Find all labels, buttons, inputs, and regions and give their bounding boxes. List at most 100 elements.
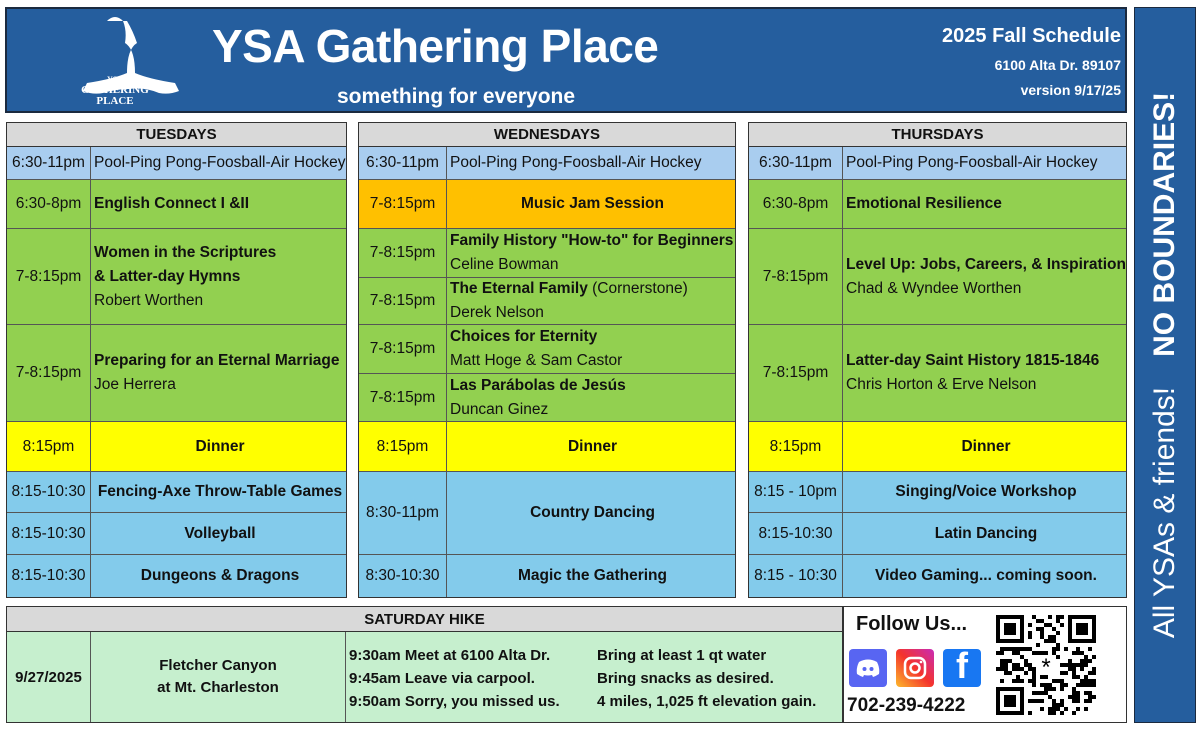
row-activity: Pool-Ping Pong-Foosball-Air Hockey xyxy=(91,147,346,179)
row-activity: Fencing-Axe Throw-Table Games xyxy=(91,472,346,512)
hike-date: 9/27/2025 xyxy=(7,632,91,722)
row-activity: Pool-Ping Pong-Foosball-Air Hockey xyxy=(843,147,1126,179)
row-time: 8:30-11pm xyxy=(359,472,447,554)
schedule-info: 2025 Fall Schedule 6100 Alta Dr. 89107 v… xyxy=(942,25,1121,107)
activity-title: Video Gaming... coming soon. xyxy=(875,567,1097,584)
row-time: 7-8:15pm xyxy=(359,325,447,373)
activity-title: Women in the Scriptures xyxy=(94,243,277,261)
instagram-icon[interactable] xyxy=(896,649,934,687)
activity-subtitle: Pool-Ping Pong-Foosball-Air Hockey xyxy=(450,154,702,171)
schedule-row: 6:30-11pm Pool-Ping Pong-Foosball-Air Hoc… xyxy=(359,147,735,180)
row-time: 7-8:15pm xyxy=(749,229,843,324)
day-table-tuesdays: TUESDAYS 6:30-11pm Pool-Ping Pong-Foosball… xyxy=(6,122,347,598)
schedule-row: 8:15pm Dinner xyxy=(359,422,735,472)
row-time: 7-8:15pm xyxy=(359,229,447,277)
activity-title: Level Up: Jobs, Careers, & Inspiration xyxy=(846,255,1126,273)
activity-subtitle: Joe Herrera xyxy=(94,376,176,393)
activity-subtitle: Chad & Wyndee Worthen xyxy=(846,279,1022,297)
schedule-row: 7-8:15pm Women in the Scriptures & Latter-… xyxy=(7,229,346,325)
row-time: 8:15 - 10:30 xyxy=(749,555,843,597)
activity-title: Choices for Eternity xyxy=(450,328,598,345)
row-time: 6:30-8pm xyxy=(749,180,843,228)
follow-us-box: Follow Us... f 702-239-4222 * xyxy=(843,606,1127,723)
activity-title: & Latter-day Hymns xyxy=(94,267,241,285)
row-activity: The Eternal Family (Cornerstone) Derek Ne… xyxy=(447,278,735,324)
row-time: 8:15pm xyxy=(7,422,91,471)
schedule-row: 7-8:15pm Las Parábolas de Jesús Duncan Gin… xyxy=(359,374,735,422)
row-time: 7-8:15pm xyxy=(749,325,843,421)
schedule-row: 8:15pm Dinner xyxy=(749,422,1126,472)
schedule-row: 8:30-11pm Country Dancing xyxy=(359,472,735,555)
schedule-row: 7-8:15pm Music Jam Session xyxy=(359,180,735,229)
row-activity: Las Parábolas de Jesús Duncan Ginez xyxy=(447,374,735,421)
saturday-heading: SATURDAY HIKE xyxy=(7,607,842,632)
activity-title: Singing/Voice Workshop xyxy=(895,483,1077,500)
row-activity: Latter-day Saint History 1815-1846 Chris … xyxy=(843,325,1126,421)
header-banner: YSA GATHERING PLACE YSA Gathering Place … xyxy=(5,7,1127,113)
schedule-row: 7-8:15pm Preparing for an Eternal Marriag… xyxy=(7,325,346,422)
activity-title: English Connect I &II xyxy=(94,195,250,212)
schedule-row: 7-8:15pm Family History "How-to" for Begi… xyxy=(359,229,735,278)
activity-subtitle: Derek Nelson xyxy=(450,304,544,321)
side-banner-tagline: All YSAs & friends! xyxy=(1148,386,1181,639)
row-activity: Emotional Resilience xyxy=(843,180,1126,228)
row-activity: Dinner xyxy=(91,422,346,471)
activity-subtitle: Pool-Ping Pong-Foosball-Air Hockey xyxy=(94,154,346,171)
schedule-row: 7-8:15pm The Eternal Family (Cornerstone)… xyxy=(359,278,735,325)
activity-title: Dungeons & Dragons xyxy=(140,567,300,584)
version: version 9/17/25 xyxy=(1020,82,1121,98)
schedule-row: 8:15 - 10:30 Video Gaming... coming soon. xyxy=(749,555,1126,597)
row-time: 6:30-8pm xyxy=(7,180,91,228)
schedule-row: 6:30-11pm Pool-Ping Pong-Foosball-Air Hoc… xyxy=(749,147,1126,180)
facebook-icon[interactable]: f xyxy=(943,649,981,687)
row-activity: Volleyball xyxy=(91,513,346,554)
row-time: 7-8:15pm xyxy=(359,278,447,324)
schedule-row: 8:15 - 10pm Singing/Voice Workshop xyxy=(749,472,1126,513)
jesus-figure-icon xyxy=(83,17,179,94)
row-activity: Dungeons & Dragons xyxy=(91,555,346,597)
schedule-row: 6:30-8pm English Connect I &II xyxy=(7,180,346,229)
activity-title: Dinner xyxy=(567,437,618,455)
row-activity: Dinner xyxy=(447,422,735,471)
row-time: 8:15-10:30 xyxy=(749,513,843,554)
hike-details: 9:30am Meet at 6100 Alta Dr. Bring at lea… xyxy=(346,632,842,722)
day-heading: THURSDAYS xyxy=(749,123,1126,147)
activity-title: Dinner xyxy=(195,437,245,455)
phone-number: 702-239-4222 xyxy=(847,695,966,716)
address: 6100 Alta Dr. 89107 xyxy=(994,57,1121,73)
row-activity: Choices for Eternity Matt Hoge & Sam Cast… xyxy=(447,325,735,373)
schedule-row: 7-8:15pm Choices for Eternity Matt Hoge & … xyxy=(359,325,735,374)
hike-line: 9:30am Meet at 6100 Alta Dr. Bring at lea… xyxy=(349,644,842,667)
row-activity: Video Gaming... coming soon. xyxy=(843,555,1126,597)
activity-title: Las Parábolas de Jesús xyxy=(450,376,626,394)
schedule-row: 8:15-10:30 Dungeons & Dragons xyxy=(7,555,346,597)
activity-subtitle: Robert Worthen xyxy=(94,291,204,309)
row-time: 8:30-10:30 xyxy=(359,555,447,597)
hike-place: Fletcher Canyon at Mt. Charleston xyxy=(91,632,346,722)
activity-title: Latter-day Saint History 1815-1846 xyxy=(846,352,1100,369)
side-banner: All YSAs & friends! NO BOUNDARIES! xyxy=(1134,7,1196,723)
schedule-row: 7-8:15pm Latter-day Saint History 1815-18… xyxy=(749,325,1126,422)
hike-note: 4 miles, 1,025 ft elevation gain. xyxy=(597,693,817,710)
row-time: 7-8:15pm xyxy=(359,374,447,421)
activity-title: Family History "How-to" for Beginners xyxy=(450,232,734,249)
row-time: 8:15-10:30 xyxy=(7,513,91,554)
qr-code-icon[interactable]: * xyxy=(996,615,1096,715)
activity-subtitle: Celine Bowman xyxy=(450,256,559,273)
discord-icon[interactable] xyxy=(849,649,887,687)
row-activity: English Connect I &II xyxy=(91,180,346,228)
follow-title: Follow Us... xyxy=(856,613,968,635)
hike-place-line: Fletcher Canyon xyxy=(159,657,277,674)
hike-note: Bring at least 1 qt water xyxy=(597,647,767,664)
row-time: 8:15-10:30 xyxy=(7,555,91,597)
activity-subtitle: Matt Hoge & Sam Castor xyxy=(450,352,623,369)
activity-title: Preparing for an Eternal Marriage xyxy=(94,352,340,369)
activity-title: Music Jam Session xyxy=(520,195,664,212)
activity-subtitle: Chris Horton & Erve Nelson xyxy=(846,376,1037,393)
activity-title: Latin Dancing xyxy=(934,524,1038,542)
svg-text:*: * xyxy=(1041,654,1050,681)
page-subtitle: something for everyone xyxy=(337,85,576,108)
activity-title: The Eternal Family xyxy=(450,280,588,297)
row-time: 8:15pm xyxy=(749,422,843,471)
row-time: 7-8:15pm xyxy=(7,229,91,324)
